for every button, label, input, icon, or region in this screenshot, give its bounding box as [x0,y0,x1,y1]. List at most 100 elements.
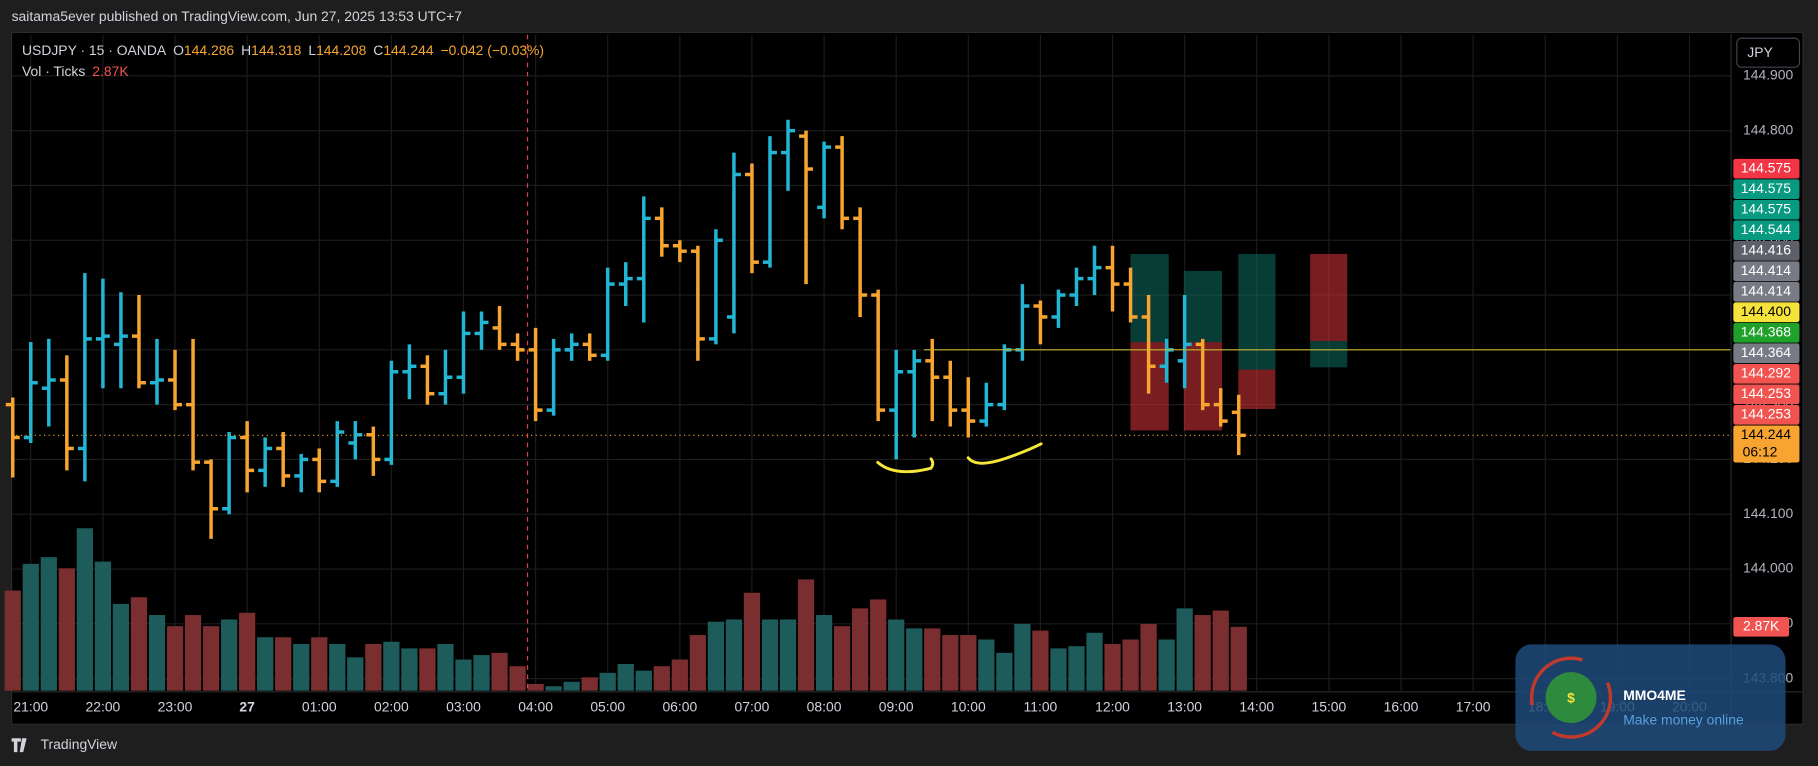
legend-value: 144.244 [383,42,433,58]
volume-bar [852,608,869,691]
x-tick-label: 23:00 [158,699,193,715]
legend-h: H [241,42,251,58]
watermark-box [1515,644,1786,751]
header: saitama5ever published on TradingView.co… [12,8,463,24]
legend-c: C [373,42,383,58]
volume-bar [797,579,815,691]
volume-bar [761,619,779,691]
volume-bar [76,528,93,691]
volume-bar [202,626,220,691]
profit-zone [1238,253,1276,370]
footer-brand: TradingView [41,736,118,752]
volume-bar [347,657,364,691]
volume-bar [689,635,706,691]
y-tick-label: 144.800 [1743,121,1793,137]
volume-bar [130,597,148,691]
price-label: 144.575 [1741,159,1791,175]
volume-bar [383,641,400,691]
volume-bar [671,659,688,691]
volume-bar [833,626,851,691]
volume-bar [815,615,833,691]
currency-button[interactable] [1736,37,1801,68]
volume-bar [653,666,670,691]
volume-bar [527,683,544,691]
legend-o: O [173,42,184,58]
volume-bar [40,557,57,691]
watermark-name: MMO4ME [1623,687,1686,703]
volume-bar [1032,630,1049,691]
x-tick-label: 14:00 [1239,699,1274,715]
currency-label[interactable]: JPY [1747,44,1772,60]
volume-bar [707,621,725,691]
volume-bar [1050,648,1067,691]
drawing [966,442,1043,465]
volume-bar [1140,623,1157,691]
volume-bar [1212,610,1229,691]
loss-zone [1310,253,1348,342]
x-tick-label: 13:00 [1167,699,1202,715]
x-tick-label: 12:00 [1095,699,1130,715]
watermark-tagline: Make money online [1623,711,1744,727]
price-label-bg [1733,384,1800,405]
x-tick-label: 09:00 [879,699,914,715]
legend-value: 144.208 [316,42,366,58]
footer-logo: TradingView [11,736,118,753]
x-tick-label: 02:00 [374,699,409,715]
volume-bar [1194,615,1211,691]
volume-bar [401,648,418,691]
price-label-bg [1733,302,1800,323]
watermark-icon: $ [1567,689,1575,705]
y-tick-label: 144.000 [1743,560,1793,576]
volume-bar [581,677,598,691]
y-tick-label: 144.900 [1743,67,1793,83]
volume-bar [329,643,346,691]
volume-bar [112,603,130,691]
volume-bar [779,619,797,691]
volume-bar [94,561,112,691]
price-label-bg [1733,179,1800,200]
price-label-bg [1733,322,1800,343]
volume-bar [1158,639,1175,691]
volume-bar [725,619,743,691]
price-label-bg [1733,261,1800,282]
x-tick-label: 11:00 [1024,699,1058,715]
volume-bar [960,635,977,691]
x-tick-label: 17:00 [1456,699,1491,715]
volume-bar [455,659,472,691]
volume-bar [1176,608,1193,691]
price-label: 144.368 [1741,323,1791,339]
volume-bar [509,666,526,691]
price-label: 144.414 [1741,262,1791,278]
volume-bar [563,681,580,691]
y-tick-label: 144.100 [1743,505,1793,521]
watermark-coin [1545,672,1597,724]
volume-bar [437,643,454,691]
volume-bar [1230,626,1247,691]
x-tick-label: 21:00 [13,699,48,715]
x-tick-label: 05:00 [590,699,625,715]
price-label: 144.414 [1741,282,1791,298]
x-tick-label: 04:00 [518,699,553,715]
price-label: 144.253 [1741,385,1791,401]
price-label: 144.364 [1741,344,1791,360]
volume-bar [257,637,274,691]
volume-bar [978,639,995,691]
x-tick-label: 22:00 [86,699,121,715]
axis-labels: 143.800143.900144.000144.100144.200144.3… [13,67,1800,715]
price-label-bg [1733,343,1800,364]
price-label-bg [1733,220,1800,241]
x-tick-label: 01:00 [302,699,337,715]
x-tick-label: 07:00 [735,699,770,715]
price-label-bg [1733,363,1800,384]
x-tick-label: 15:00 [1312,699,1347,715]
price-label-bg [1733,240,1800,261]
volume-value: 2.87K [92,63,129,79]
drawing [876,457,935,474]
volume-bar [166,626,184,691]
volume-bar [365,643,382,691]
overlays [11,349,1732,436]
watermark-ring [1529,656,1613,739]
x-tick-label: 27 [239,699,255,715]
price-label: 144.575 [1741,180,1791,196]
